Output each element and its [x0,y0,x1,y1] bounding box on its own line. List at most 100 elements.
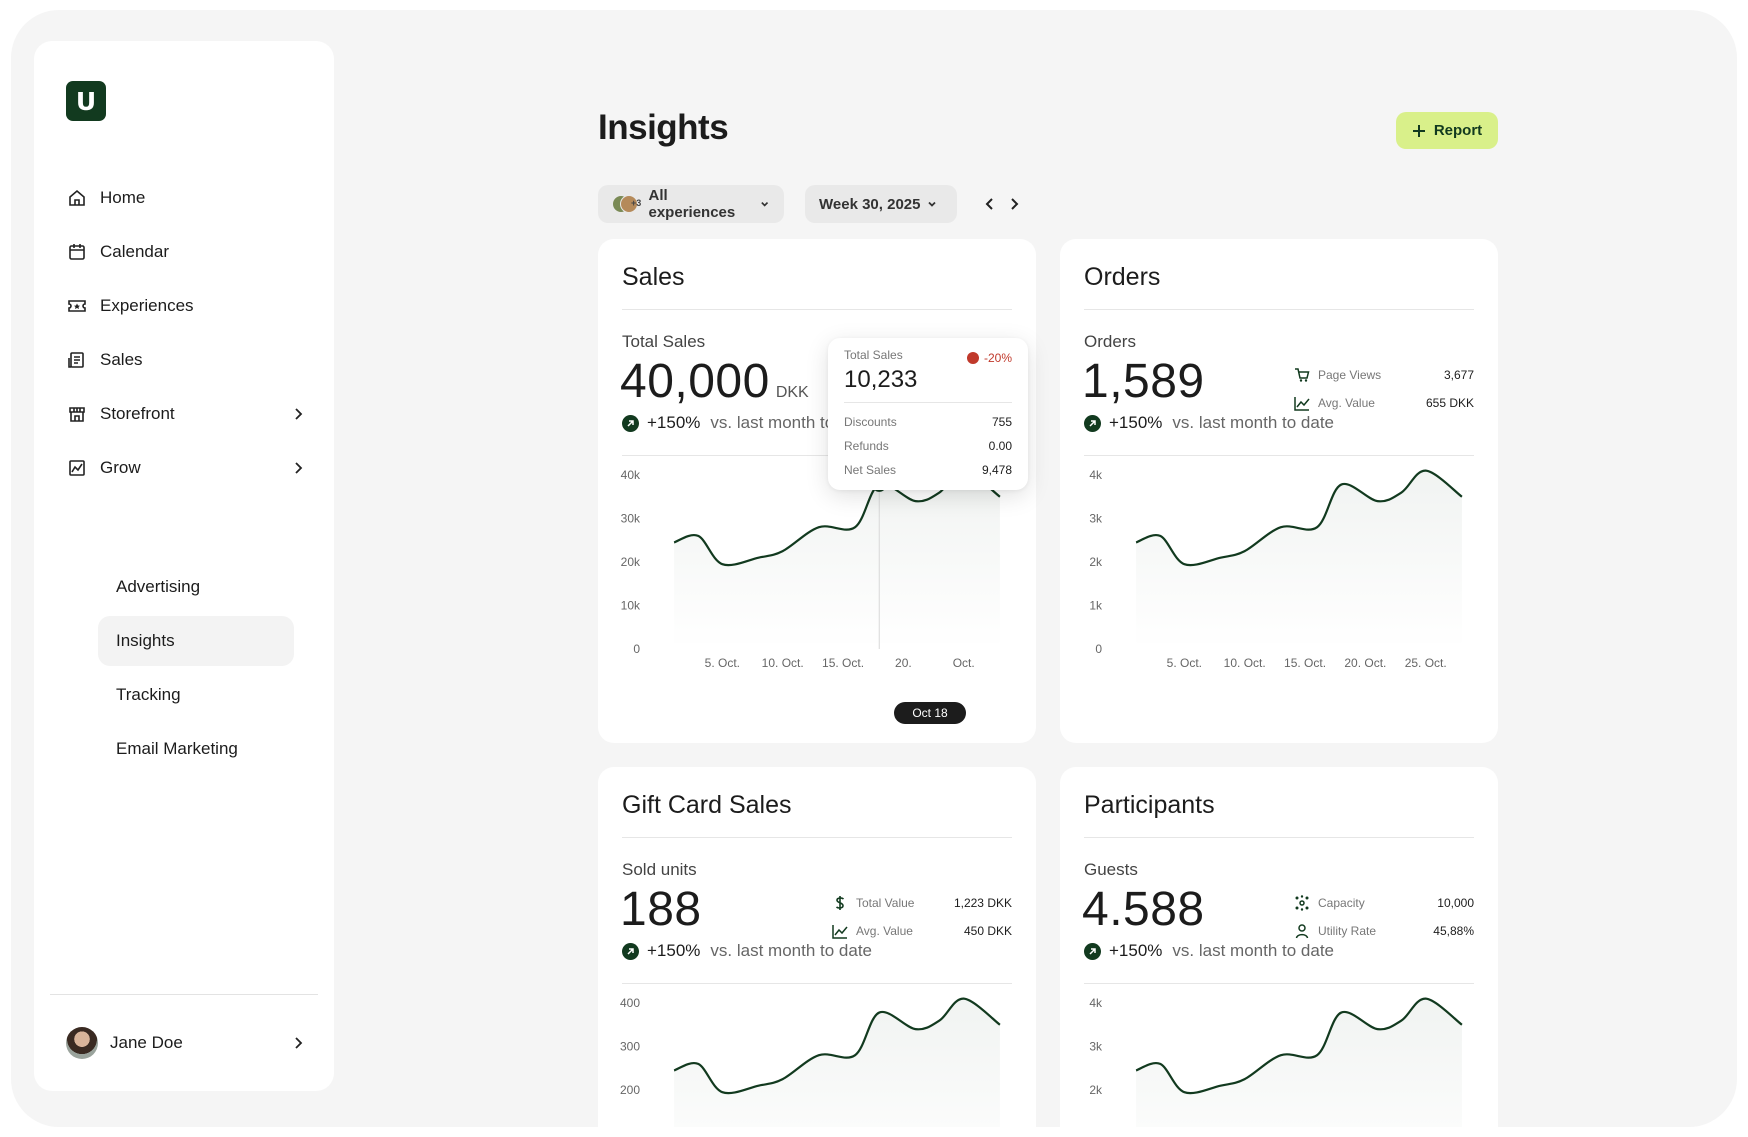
y-tick-label: 2k [1089,1083,1103,1097]
stat-row: Capacity 10,000 [1294,889,1474,917]
change-indicator: +150% vs. last month to date [1084,941,1334,961]
chevron-right-icon [295,462,303,474]
report-button[interactable]: Report [1396,112,1498,149]
y-tick-label: 30k [621,512,641,526]
side-stats: Capacity 10,000 Utility Rate 45,88% [1294,889,1474,945]
user-name: Jane Doe [110,1033,183,1052]
sidebar-subitem-email-marketing[interactable]: Email Marketing [116,739,238,758]
arrow-up-right-icon [1084,414,1101,432]
sidebar-item-label: Sales [100,350,143,369]
orders-card: Orders Orders 1,589 Page Views 3,677 Avg… [1060,239,1498,743]
x-tick-label: 20. Oct. [1344,656,1386,670]
tooltip-row-label: Refunds [844,439,889,453]
sidebar-subitem-advertising[interactable]: Advertising [116,577,201,596]
metric-label: Orders [1084,332,1136,351]
arrow-up-right-icon [622,414,639,432]
x-tick-label: 5. Oct. [705,656,740,670]
sidebar-subitem-insights[interactable]: Insights [98,616,294,666]
sales-tooltip: Total Sales 10,233 -20% Discounts 755 Ref… [828,338,1028,490]
metric-label: Total Sales [622,332,706,351]
sidebar-item-home[interactable]: Home [66,178,306,218]
change-indicator: +150% vs. last month to date [622,941,872,961]
sidebar-item-calendar[interactable]: Calendar [66,232,306,272]
tooltip-row: Net Sales 9,478 [844,460,1012,480]
tooltip-value: 10,233 [844,366,918,393]
stat-label: Utility Rate [1318,924,1377,938]
stat-value: 45,88% [1433,924,1474,938]
tooltip-row-value: 0.00 [988,439,1012,453]
participants-card: Participants Guests 4.588 Capacity 10,00… [1060,767,1498,1127]
sidebar-item-label: Home [100,188,146,207]
divider [622,455,1012,456]
experiences-filter-label: All experiences [648,187,736,221]
avatar [66,1027,98,1059]
divider [622,309,1012,310]
metric-value: 188 [620,883,702,936]
plus-icon [1412,124,1425,137]
stat-row: Avg. Value 655 DKK [1294,389,1474,417]
metric-value: 1,589 [1082,355,1205,408]
change-value: +150% [1109,941,1163,960]
week-filter-label: Week 30, 2025 [819,195,921,213]
dollar-icon [835,896,845,910]
x-tick-label: 15. Oct. [1284,656,1326,670]
app-frame: U Home Calendar Experiences [11,10,1737,1127]
series-line [673,469,1001,567]
metric-label: Sold units [622,860,697,879]
stat-value: 1,223 DKK [953,896,1012,910]
next-week-button[interactable] [1005,195,1023,213]
change-value: +150% [647,941,701,960]
sidebar-item-label: Experiences [100,296,194,315]
change-value: +150% [1109,413,1163,432]
sidebar-item-experiences[interactable]: Experiences [66,286,306,326]
divider [1084,983,1474,984]
down-icon [966,352,979,364]
stat-value: 10,000 [1437,896,1474,910]
sidebar-item-sales[interactable]: Sales [66,340,306,380]
sidebar-divider [50,994,318,995]
series-line [673,997,1001,1095]
experiences-filter[interactable]: +3 All experiences [598,185,784,223]
tooltip-row: Discounts 755 [844,412,1012,432]
side-stats: Page Views 3,677 Avg. Value 655 DKK [1294,361,1474,417]
side-stats: Total Value 1,223 DKK Avg. Value 450 DKK [832,889,1012,945]
stat-label: Avg. Value [856,924,913,938]
metric-label: Guests [1084,860,1138,879]
y-tick-label: 40k [621,468,641,482]
gift-card-chart: 400 300 200 [620,996,1001,1127]
sidebar: U Home Calendar Experiences [34,41,334,1091]
chevron-right-icon [295,408,303,420]
sidebar-item-storefront[interactable]: Storefront [66,394,306,434]
x-tick-label: 5. Oct. [1167,656,1202,670]
previous-week-button[interactable] [981,195,999,213]
x-tick-label: 15. Oct. [822,656,864,670]
series-line [1135,469,1463,567]
stat-value: 655 DKK [1425,396,1474,410]
experience-thumbnails: +3 [612,195,641,213]
chart-icon [66,457,88,479]
user-menu[interactable]: Jane Doe [66,1026,306,1060]
metric-value: 40,000 DKK [620,354,809,409]
change-text: vs. last month to date [1172,413,1335,432]
gift-card-sales-card: Gift Card Sales Sold units 188 Total Val… [598,767,1036,1127]
page-title: Insights [598,108,729,147]
tooltip-row-value: 9,478 [981,463,1012,477]
week-filter[interactable]: Week 30, 2025 [805,185,957,223]
sidebar-subitem-tracking[interactable]: Tracking [116,685,181,704]
sidebar-item-grow[interactable]: Grow [66,448,306,488]
stat-label: Total Value [856,896,915,910]
y-tick-label: 1k [1089,599,1103,613]
change-text: vs. last month to date [710,941,873,960]
x-tick-label: 20. [895,656,912,670]
change-text: vs. last month to date [1172,941,1335,960]
sidebar-item-label: Grow [100,458,141,477]
y-tick-label: 3k [1089,1040,1103,1054]
home-icon [66,187,88,209]
divider [1084,455,1474,456]
series-area [1136,998,1462,1127]
app-logo[interactable]: U [66,81,106,121]
sales-chart: 40k 30k 20k 10k 0 5. Oct. 10. Oct. 15. Oct. 20. O… [621,468,1001,670]
stat-row: Utility Rate 45,88% [1294,917,1474,945]
calendar-icon [66,241,88,263]
change-value: +150% [647,413,701,432]
